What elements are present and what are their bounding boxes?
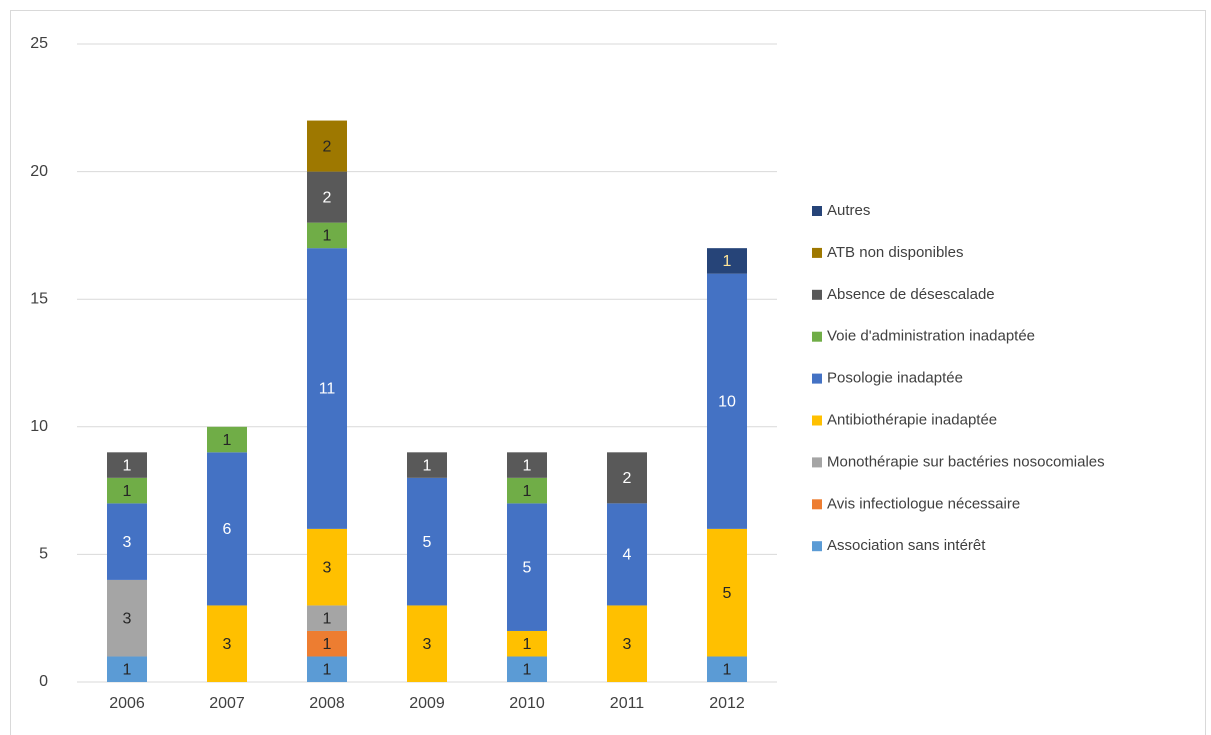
data-label: 1 — [123, 483, 132, 500]
legend-swatch — [812, 289, 822, 300]
legend-swatch — [812, 499, 822, 510]
y-tick-label: 10 — [30, 418, 48, 435]
data-label: 11 — [319, 381, 336, 398]
bar-segment — [307, 171, 347, 223]
data-label: 1 — [523, 661, 532, 678]
bar-segment — [207, 605, 247, 682]
data-label: 1 — [323, 636, 332, 653]
bar-segment — [707, 528, 747, 657]
legend-swatch — [812, 247, 822, 258]
data-label: 2 — [623, 470, 632, 487]
data-label: 3 — [123, 610, 132, 627]
data-label: 5 — [523, 559, 532, 576]
data-label: 1 — [423, 457, 432, 474]
legend-label: Antibiothérapie inadaptée — [827, 411, 997, 428]
legend-label: Monothérapie sur bactéries nosocomiales — [827, 453, 1105, 470]
data-label: 6 — [223, 521, 232, 538]
data-label: 4 — [623, 547, 632, 564]
bar-segment — [407, 605, 447, 682]
bar-segment — [107, 452, 147, 478]
bar-segment — [307, 630, 347, 657]
bar-segment — [307, 248, 347, 529]
data-label: 1 — [723, 253, 732, 270]
bar-segment — [507, 452, 547, 478]
data-label: 3 — [223, 636, 232, 653]
data-label: 3 — [323, 559, 332, 576]
x-tick-label: 2011 — [610, 695, 645, 712]
y-tick-label: 5 — [39, 546, 48, 563]
bar-segment — [307, 528, 347, 606]
data-label: 3 — [123, 534, 132, 551]
legend-swatch — [812, 457, 822, 468]
x-tick-label: 2009 — [409, 695, 445, 712]
legend-label: Posologie inadaptée — [827, 370, 963, 387]
data-label: 1 — [223, 432, 232, 449]
legend-label: Avis infectiologue nécessaire — [827, 495, 1020, 512]
data-label: 1 — [323, 661, 332, 678]
legend-swatch — [812, 373, 822, 384]
data-label: 1 — [123, 457, 132, 474]
data-label: 1 — [323, 610, 332, 627]
bar-segment — [407, 477, 447, 606]
bar-segment — [507, 656, 547, 682]
data-label: 1 — [523, 457, 532, 474]
data-label: 5 — [423, 534, 432, 551]
data-label: 5 — [723, 585, 732, 602]
bar-segment — [107, 477, 147, 504]
y-tick-label: 25 — [30, 35, 48, 52]
data-label: 1 — [523, 483, 532, 500]
data-label: 3 — [623, 636, 632, 653]
bar-segment — [607, 452, 647, 504]
bar-segment — [307, 120, 347, 172]
legend-swatch — [812, 541, 822, 552]
legend-swatch — [812, 331, 822, 342]
y-tick-label: 20 — [30, 163, 48, 180]
legend-label: Autres — [827, 202, 870, 219]
data-label: 1 — [723, 661, 732, 678]
y-tick-label: 15 — [30, 290, 48, 307]
legend-label: Absence de désescalade — [827, 286, 995, 303]
bar-segment — [207, 426, 247, 453]
legend-label: Voie d'administration inadaptée — [827, 328, 1035, 345]
bar-segment — [207, 452, 247, 606]
bar-segment — [107, 503, 147, 580]
legend-label: Association sans intérêt — [827, 537, 986, 554]
legend-swatch — [812, 415, 822, 426]
legend-label: ATB non disponibles — [827, 244, 963, 261]
x-tick-label: 2008 — [309, 695, 345, 712]
bar-segment — [707, 656, 747, 682]
bar-segment — [107, 579, 147, 657]
data-label: 10 — [718, 393, 736, 410]
data-label: 2 — [323, 189, 332, 206]
bar-segment — [707, 273, 747, 529]
data-label: 3 — [423, 636, 432, 653]
bar-segment — [307, 656, 347, 682]
bar-segment — [307, 605, 347, 631]
data-label: 1 — [523, 636, 532, 653]
x-tick-label: 2012 — [709, 695, 745, 712]
data-label: 2 — [323, 138, 332, 155]
chart-border — [10, 10, 1206, 735]
bar-segment — [507, 477, 547, 504]
data-label: 1 — [123, 661, 132, 678]
data-label: 1 — [323, 228, 332, 245]
bar-segment — [407, 452, 447, 478]
bar-segment — [607, 605, 647, 682]
bar-segment — [307, 222, 347, 249]
bar-segment — [607, 503, 647, 606]
x-tick-label: 2006 — [109, 695, 145, 712]
bar-segment — [507, 630, 547, 657]
x-tick-label: 2007 — [209, 695, 245, 712]
bar-segment — [707, 248, 747, 274]
y-tick-label: 0 — [39, 673, 48, 690]
bar-segment — [507, 503, 547, 631]
legend-swatch — [812, 206, 822, 216]
bar-segment — [107, 656, 147, 682]
x-tick-label: 2010 — [509, 695, 545, 712]
